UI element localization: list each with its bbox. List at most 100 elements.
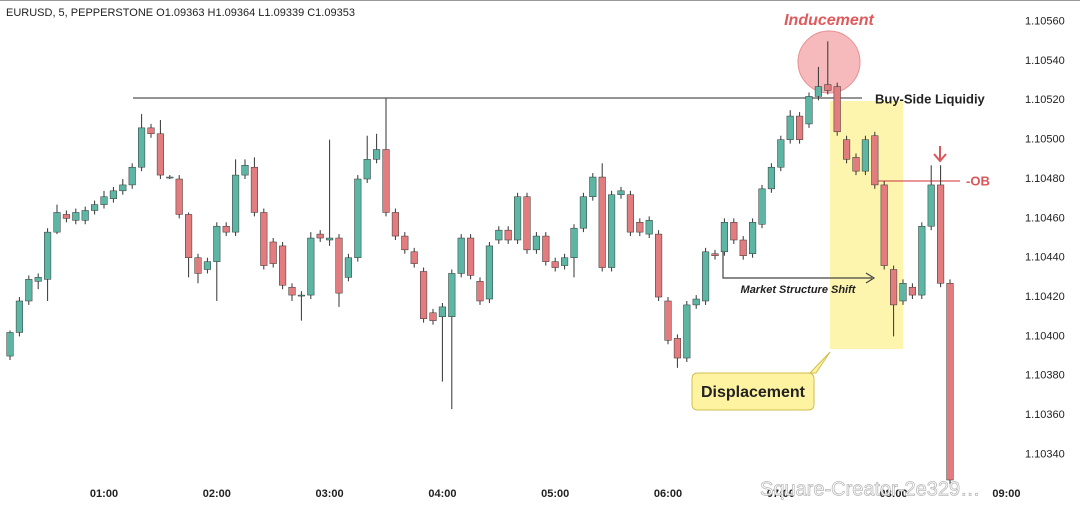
candles [6, 41, 954, 484]
candle-body [730, 222, 738, 241]
candle-body [420, 271, 428, 319]
y-tick-label: 1.10340 [1025, 448, 1065, 460]
candle-body [664, 300, 672, 341]
candle-body [260, 212, 268, 266]
y-tick-label: 1.10520 [1025, 94, 1065, 106]
candle-body [485, 245, 493, 300]
candle-body [598, 176, 606, 268]
candle-body [561, 257, 569, 266]
candle-body [467, 237, 475, 276]
candle-body [645, 220, 653, 235]
candle-body [890, 269, 898, 306]
candle-body [335, 237, 343, 294]
candle-body [720, 222, 728, 253]
candle-body [908, 286, 916, 296]
candle-body [156, 133, 164, 176]
candle-body [843, 139, 851, 160]
candle-body [617, 190, 625, 196]
y-tick-label: 1.10440 [1025, 252, 1065, 264]
ob-label: -OB [966, 173, 990, 188]
candle-body [232, 174, 240, 233]
x-tick-label: 01:00 [90, 488, 118, 500]
y-tick-label: 1.10480 [1025, 173, 1065, 185]
candle-body [34, 277, 42, 282]
y-tick-label: 1.10360 [1025, 409, 1065, 421]
candle-body [279, 245, 287, 286]
candle-body [570, 227, 578, 258]
displacement-label: Displacement [701, 384, 806, 401]
x-tick-label: 03:00 [316, 488, 344, 500]
x-tick-label: 07:00 [767, 488, 795, 500]
candle-body [589, 176, 597, 197]
candle-body [852, 157, 860, 172]
candle-body [109, 190, 117, 199]
candle-body [119, 184, 127, 192]
candle-body [777, 139, 785, 168]
candle-body [946, 283, 954, 481]
candle-body [899, 283, 907, 302]
candle-body [673, 338, 681, 359]
candle-body [626, 194, 634, 233]
displacement-zone [830, 101, 903, 349]
candle-body [448, 273, 456, 317]
candle-body [551, 261, 559, 268]
candle-body [185, 214, 193, 258]
candle-body [833, 86, 841, 133]
candle-body [655, 233, 663, 298]
x-tick-label: 02:00 [203, 488, 231, 500]
candle-body [805, 96, 813, 125]
candle-body [297, 294, 305, 297]
candle-body [175, 178, 183, 215]
candle-body [373, 149, 381, 160]
candle-body [203, 261, 211, 270]
x-tick-label: 09:00 [992, 488, 1020, 500]
candle-body [523, 196, 531, 251]
candle-body [147, 127, 155, 135]
y-tick-label: 1.10400 [1025, 330, 1065, 342]
candle-body [344, 257, 352, 278]
candle-body [307, 237, 315, 296]
candle-body [739, 239, 747, 256]
candle-body [138, 127, 146, 168]
candle-body [504, 229, 512, 241]
candle-body [457, 237, 465, 274]
candle-body [250, 166, 258, 213]
candle-body [222, 225, 230, 233]
candle-body [937, 184, 945, 284]
candle-body [391, 212, 399, 237]
candle-body [702, 251, 710, 302]
displacement-callout [691, 351, 831, 411]
liquidity-label: Buy-Side Liquidiy [875, 91, 986, 106]
candle-body [382, 149, 390, 213]
candle-body [579, 196, 587, 229]
candle-body [711, 253, 719, 256]
candle-body [871, 135, 879, 186]
x-tick-label: 05:00 [541, 488, 569, 500]
candle-body [25, 279, 33, 302]
candle-body [758, 188, 766, 225]
candle-body [767, 166, 775, 190]
candle-body [53, 212, 61, 233]
x-tick-label: 08:00 [880, 488, 908, 500]
candle-body [354, 178, 362, 258]
candle-body [476, 281, 484, 302]
candle-body [514, 196, 522, 241]
candle-body [429, 312, 437, 321]
y-tick-label: 1.10420 [1025, 291, 1065, 303]
candle-body [81, 210, 89, 221]
candle-body [15, 300, 23, 333]
candle-body [861, 139, 869, 172]
inducement-circle [797, 30, 861, 94]
candle-body [814, 86, 822, 97]
candle-body [213, 225, 221, 262]
candle-body [692, 298, 700, 306]
candle-body [532, 235, 540, 251]
candle-body [880, 184, 888, 266]
candle-body [608, 194, 616, 268]
candle-body [44, 231, 52, 280]
candle-body [683, 304, 691, 359]
candle-body [326, 237, 334, 241]
candle-body [636, 222, 644, 233]
candle-body [288, 286, 296, 296]
